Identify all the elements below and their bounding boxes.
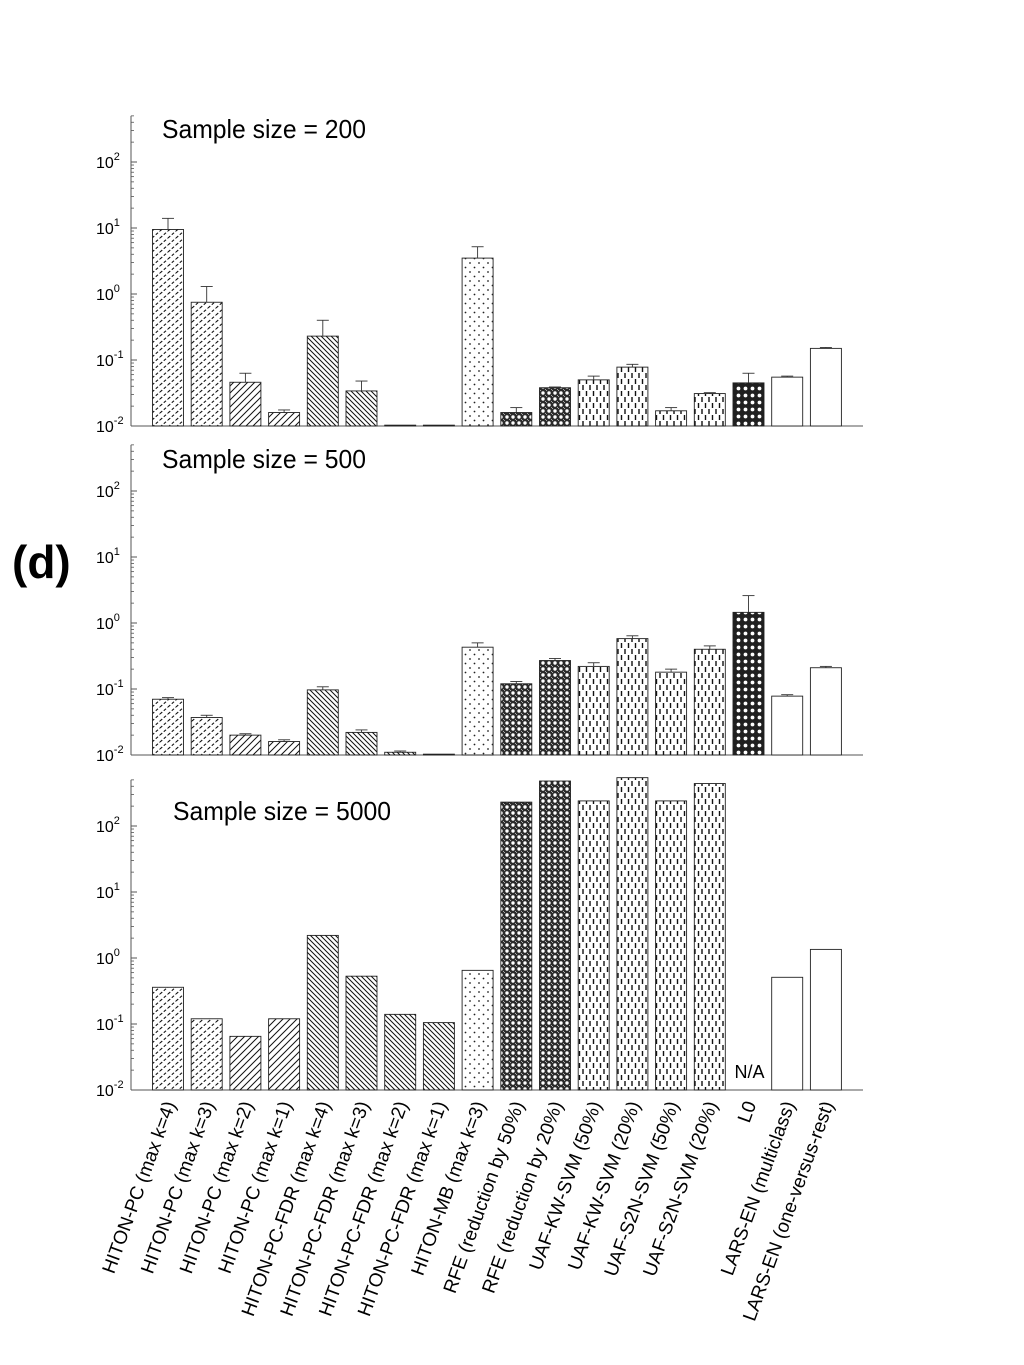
y-tick-label: 102 [96,151,120,172]
chart-panel-1: Sample size = 200 10-2 10-1 100 101 102 [96,114,863,436]
chart-marks-3: 10-2 10-1 100 101 102 N/A [96,777,863,1100]
bar [539,780,571,1091]
bar [345,731,378,756]
y-tick-label: 100 [96,612,120,633]
bar [577,379,610,427]
bar [616,366,649,427]
bar [809,667,842,756]
bar [384,1013,417,1091]
y-tick-label: 10-1 [96,678,124,699]
y-tick-label: 10-1 [96,1013,124,1034]
bar [500,412,533,427]
bar [306,335,339,427]
bar [306,689,339,756]
y-tick-label: 10-2 [96,415,124,436]
bar [268,741,301,756]
bar [229,734,262,756]
bar [422,753,455,756]
y-tick-label: 10-2 [96,744,124,765]
x-tick-label: L0 [734,1099,761,1126]
bar [577,800,610,1091]
chart-title: Sample size = 5000 [173,796,391,826]
bar [539,387,571,427]
bar [771,976,804,1091]
bar [693,393,726,427]
bar [577,665,610,756]
y-tick-label: 101 [96,881,120,902]
na-annotation: N/A [735,1062,765,1082]
bar [152,986,184,1091]
bar [771,695,804,756]
bar [732,611,765,756]
y-tick-label: 101 [96,217,120,238]
bar [461,646,494,756]
bar [384,424,417,427]
bar [152,698,184,756]
bar [190,301,223,427]
y-tick-label: 10-1 [96,349,124,370]
bar [500,801,533,1091]
chart-panel-2: Sample size = 500 10-2 10-1 100 101 102 [96,444,863,765]
bar [152,229,184,427]
chart-title: Sample size = 500 [162,444,366,474]
bar [422,424,455,427]
bar [771,376,804,427]
y-tick-label: 102 [96,815,120,836]
y-tick-label: 100 [96,283,120,304]
y-tick-label: 101 [96,546,120,567]
bar [616,638,649,756]
y-tick-label: 102 [96,480,120,501]
bar [461,969,494,1091]
bar [693,783,726,1091]
bar [306,934,339,1091]
y-tick-label: 100 [96,947,120,968]
chart-marks-1: 10-2 10-1 100 101 102 [96,115,863,436]
y-tick-label: 10-2 [96,1079,124,1100]
bar [345,390,378,427]
bar [268,412,301,427]
bar [345,975,378,1091]
bar [809,347,842,427]
bar [268,1018,301,1091]
chart-panel-3: Sample size = 5000 10-2 10-1 100 101 102 N/A [96,777,863,1100]
bar [500,683,533,756]
bar [655,800,688,1091]
chart-marks-2: 10-2 10-1 100 101 102 [96,444,863,765]
bar [190,1018,223,1091]
bar [190,717,223,756]
bar [732,382,765,427]
bar [809,948,842,1091]
bar [655,410,688,427]
bar [693,648,726,756]
chart-title: Sample size = 200 [162,114,366,144]
bar [422,1022,455,1091]
bar [229,1035,262,1091]
figure-panel-label: (d) [12,536,71,588]
bar [539,660,571,756]
bar [655,671,688,756]
bar [616,777,649,1091]
bar [229,381,262,427]
bar [384,751,417,756]
bar [461,257,494,427]
x-axis-category-labels: HITON-PC (max k=4)HITON-PC (max k=3)HITO… [99,1099,839,1324]
